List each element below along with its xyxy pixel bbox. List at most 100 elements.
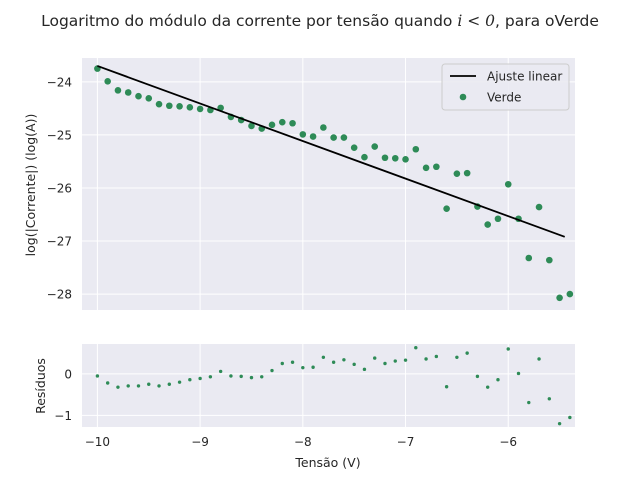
residual-data-point [290, 360, 295, 364]
main-data-point [556, 294, 563, 302]
residual-data-point [506, 347, 510, 351]
main-data-point [484, 221, 491, 228]
main-plot: −24 −25 −26 −27 −28 Ajuste linear Verde [47, 58, 575, 310]
x-tick-label: −6 [499, 435, 517, 449]
main-data-point [155, 100, 163, 108]
legend-label: Ajuste linear [487, 70, 562, 84]
residual-data-point [311, 365, 315, 369]
main-data-point [340, 134, 348, 141]
main-data-point [535, 203, 543, 211]
x-tick-label: −8 [294, 435, 312, 449]
residual-y-axis-label: Resíduos [33, 358, 48, 414]
residual-data-point [475, 374, 480, 379]
legend-marker-swatch [459, 93, 467, 101]
main-data-point [381, 154, 389, 162]
residual-data-point [95, 374, 100, 378]
main-y-tick-label: −27 [47, 235, 72, 249]
x-tick-label: −7 [397, 435, 415, 449]
main-data-point [166, 102, 173, 110]
residual-data-point [527, 400, 531, 405]
main-data-point [268, 121, 276, 129]
main-data-point [391, 154, 399, 162]
residual-data-point [393, 359, 397, 363]
main-data-point [371, 143, 379, 150]
residual-y-tick-label: 0 [64, 367, 72, 381]
residual-data-point [362, 367, 367, 372]
chart-title: Logaritmo do módulo da corrente por tens… [41, 12, 599, 30]
residual-data-point [485, 385, 490, 389]
main-data-point [289, 119, 296, 127]
residual-data-point [126, 384, 130, 388]
main-data-point [433, 163, 440, 171]
main-data-point [135, 92, 142, 100]
main-data-point [494, 215, 502, 223]
residual-data-point [352, 362, 356, 367]
linear-fit-line [97, 65, 566, 238]
main-y-tick-label: −24 [47, 75, 72, 89]
main-data-point [124, 89, 132, 96]
residual-data-point [342, 358, 346, 362]
main-y-tick-label: −26 [47, 181, 72, 195]
main-data-point [196, 105, 204, 113]
main-data-point [402, 156, 409, 163]
residual-data-point [383, 361, 387, 366]
main-y-tick-label: −28 [47, 288, 72, 302]
residual-data-point [403, 358, 408, 362]
main-data-point [176, 102, 183, 110]
residual-data-point [198, 376, 202, 381]
legend-label: Verde [487, 91, 521, 105]
residual-data-point [321, 355, 326, 359]
main-data-point [145, 95, 153, 102]
main-data-point [350, 144, 358, 151]
residual-data-point [331, 360, 336, 364]
residual-data-point [260, 375, 264, 379]
residual-data-point [177, 380, 182, 384]
main-data-point [320, 124, 327, 131]
main-data-point [114, 87, 122, 94]
residual-data-point [188, 377, 192, 382]
residual-data-point [218, 369, 223, 374]
residual-data-point [249, 375, 254, 380]
title-text-after: , para oVerde [495, 12, 599, 30]
residual-data-point [147, 382, 151, 386]
main-data-point [412, 145, 420, 153]
residual-data-point [568, 415, 572, 420]
main-data-point [546, 256, 553, 264]
residual-data-point [280, 361, 284, 366]
residual-data-point [455, 355, 459, 359]
residual-data-point [557, 421, 562, 426]
residual-data-point [537, 357, 541, 361]
main-data-point [504, 180, 512, 188]
residual-data-point [301, 365, 305, 370]
residual-data-point [373, 356, 377, 360]
main-data-point [278, 118, 286, 126]
main-data-point [566, 290, 574, 298]
residual-data-point [208, 375, 213, 379]
residual-data-point [167, 382, 172, 386]
main-data-point [453, 170, 461, 177]
main-data-point [186, 104, 194, 111]
residual-data-point [136, 384, 141, 388]
main-data-point [299, 131, 307, 138]
residual-data-point [434, 354, 439, 359]
main-data-point [248, 122, 255, 130]
residual-plot-area [82, 344, 575, 427]
residual-data-point [239, 374, 243, 379]
main-data-point [443, 205, 450, 212]
main-data-point [422, 164, 430, 172]
residual-y-tick-label: −1 [54, 409, 72, 423]
x-tick-label: −9 [191, 435, 209, 449]
residual-data-point [465, 351, 469, 355]
x-axis-label: Tensão (V) [294, 455, 360, 470]
residual-data-point [444, 385, 449, 389]
residual-data-point [270, 368, 274, 373]
residual-data-point [496, 377, 500, 382]
main-data-point [330, 134, 337, 141]
residual-data-point [105, 381, 110, 385]
main-data-point [104, 78, 111, 85]
residual-data-point [424, 357, 428, 361]
main-y-axis-label: log(|Corrente|) (log(A)) [23, 114, 38, 257]
residual-data-point [516, 371, 521, 376]
main-data-point [309, 133, 317, 140]
